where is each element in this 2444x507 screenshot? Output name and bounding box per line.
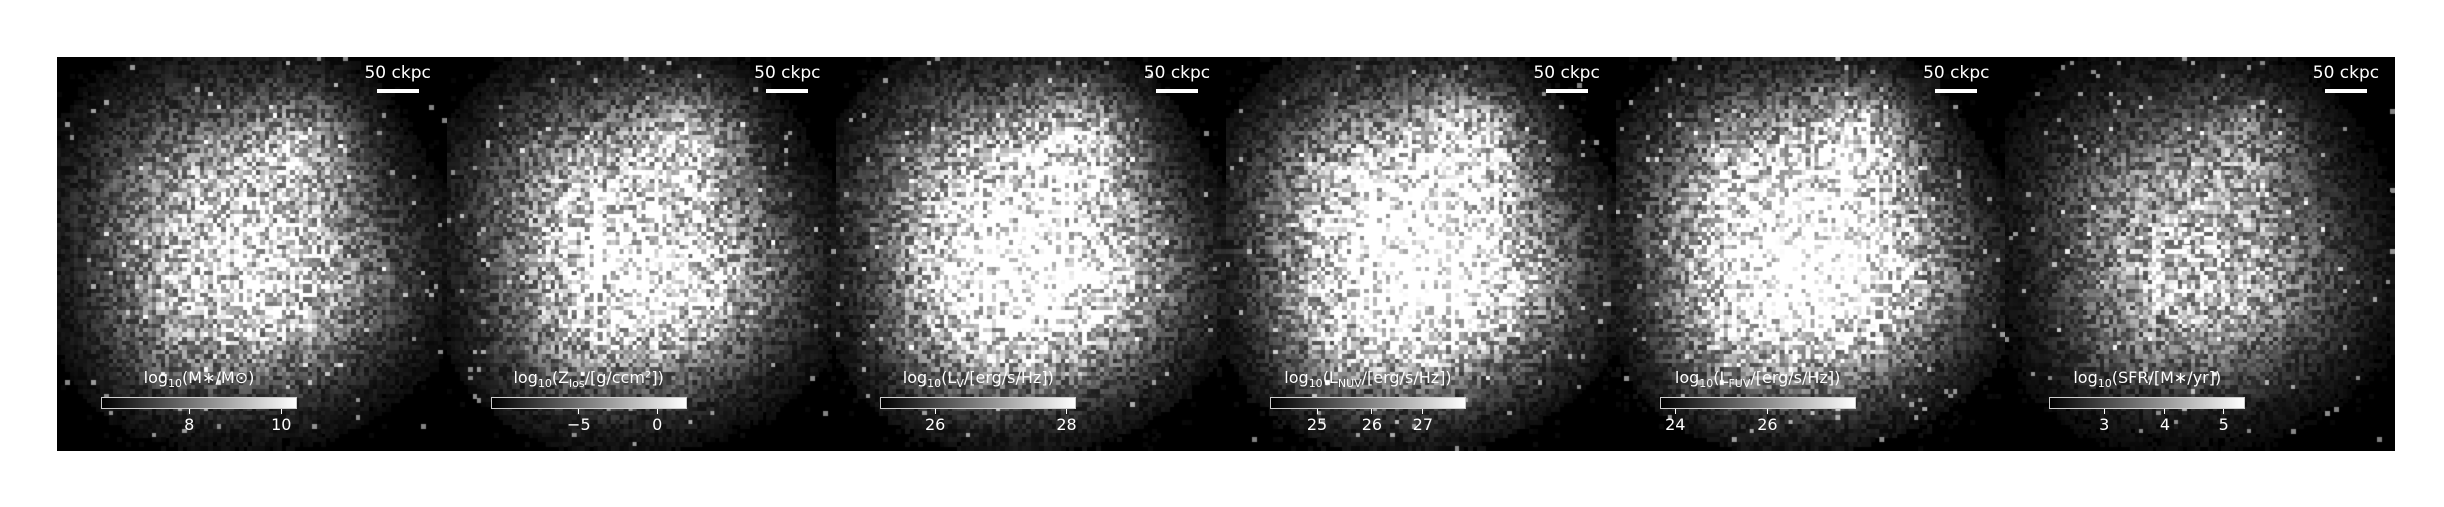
galaxy-map xyxy=(1615,57,2006,451)
scale-bar: 50 ckpc xyxy=(1532,63,1602,93)
colorbar-tick: 0 xyxy=(637,409,677,433)
scale-bar: 50 ckpc xyxy=(1921,63,1991,93)
colorbar-tick: 28 xyxy=(1047,409,1087,433)
colorbar-gradient xyxy=(1269,397,1466,410)
scale-bar: 50 ckpc xyxy=(2311,63,2381,93)
colorbar-gradient xyxy=(1659,397,1856,410)
map-panel: 50 ckpc log10(LFUV/[erg/s/Hz]) 24 26 xyxy=(1615,57,2006,451)
colorbar: log10(M∗/M⊙) 8 10 xyxy=(101,369,297,435)
map-panel: 50 ckpc log10(SFR/[M∗/yr]) 3 4 5 xyxy=(2005,57,2395,451)
scale-label: 50 ckpc xyxy=(2312,63,2380,83)
scale-line xyxy=(376,89,419,93)
scale-bar: 50 ckpc xyxy=(363,63,433,93)
colorbar: log10(Zlos/[g/ccm²]) −5 0 xyxy=(490,368,687,435)
colorbar-tick: 8 xyxy=(169,409,209,433)
colorbar: log10(LFUV/[erg/s/Hz]) 24 26 xyxy=(1659,368,1856,435)
galaxy-map xyxy=(1225,57,1616,451)
colorbar-ticks: 8 10 xyxy=(101,409,297,435)
colorbar-gradient xyxy=(490,397,687,410)
scale-line xyxy=(766,89,809,93)
colorbar-ticks: −5 0 xyxy=(491,409,687,435)
galaxy-map xyxy=(57,57,447,451)
colorbar-tick: −5 xyxy=(559,409,599,433)
colorbar: log10(LV/[erg/s/Hz]) 26 28 xyxy=(880,368,1077,435)
map-panel: 50 ckpc log10(LV/[erg/s/Hz]) 26 28 xyxy=(836,57,1226,451)
scale-bar: 50 ckpc xyxy=(1142,63,1212,93)
colorbar-tick: 5 xyxy=(2204,409,2244,433)
colorbar-gradient xyxy=(880,397,1077,410)
map-panel: 50 ckpc log10(Zlos/[g/ccm²]) −5 0 xyxy=(446,57,837,451)
colorbar-label: log10(Zlos/[g/ccm²]) xyxy=(513,368,664,391)
colorbar-label: log10(LNUV/[erg/s/Hz]) xyxy=(1284,368,1452,391)
colorbar-label: log10(SFR/[M∗/yr]) xyxy=(2073,368,2222,391)
colorbar-tick: 3 xyxy=(2084,409,2124,433)
colorbar-tick: 26 xyxy=(1352,409,1392,433)
colorbar-ticks: 25 26 27 xyxy=(1270,409,1466,435)
colorbar-ticks: 24 26 xyxy=(1660,409,1856,435)
colorbar-tick: 26 xyxy=(1747,409,1787,433)
colorbar-ticks: 26 28 xyxy=(880,409,1077,435)
colorbar-tick: 24 xyxy=(1655,409,1695,433)
colorbar: log10(SFR/[M∗/yr]) 3 4 5 xyxy=(2049,368,2246,435)
galaxy-map xyxy=(446,57,837,451)
colorbar-tick: 26 xyxy=(915,409,955,433)
colorbar: log10(LNUV/[erg/s/Hz]) 25 26 27 xyxy=(1269,368,1466,435)
image-strip: 50 ckpc log10(M∗/M⊙) 8 10 50 ckpc log10(Zlos/… xyxy=(57,57,2395,451)
scale-line xyxy=(2324,89,2367,93)
galaxy-map xyxy=(2005,57,2395,451)
colorbar-tick: 27 xyxy=(1403,409,1443,433)
galaxy-map xyxy=(836,57,1226,451)
colorbar-label: log10(LFUV/[erg/s/Hz]) xyxy=(1674,368,1841,391)
colorbar-label: log10(M∗/M⊙) xyxy=(143,368,255,391)
scale-line xyxy=(1155,89,1198,93)
scale-label: 50 ckpc xyxy=(1923,63,1990,83)
map-panel: 50 ckpc log10(LNUV/[erg/s/Hz]) 25 26 27 xyxy=(1225,57,1616,451)
colorbar-tick: 10 xyxy=(261,409,301,433)
scale-label: 50 ckpc xyxy=(1143,63,1211,83)
scale-line xyxy=(1935,89,1978,93)
colorbar-gradient xyxy=(101,397,297,410)
colorbar-label: log10(LV/[erg/s/Hz]) xyxy=(902,368,1054,391)
scale-bar: 50 ckpc xyxy=(752,63,822,93)
colorbar-tick: 25 xyxy=(1297,409,1337,433)
map-panel: 50 ckpc log10(M∗/M⊙) 8 10 xyxy=(57,57,447,451)
scale-label: 50 ckpc xyxy=(754,63,821,83)
scale-line xyxy=(1545,89,1588,93)
colorbar-gradient xyxy=(2049,397,2246,410)
scale-label: 50 ckpc xyxy=(364,63,431,83)
scale-label: 50 ckpc xyxy=(1533,63,1600,83)
colorbar-tick: 4 xyxy=(2145,409,2185,433)
